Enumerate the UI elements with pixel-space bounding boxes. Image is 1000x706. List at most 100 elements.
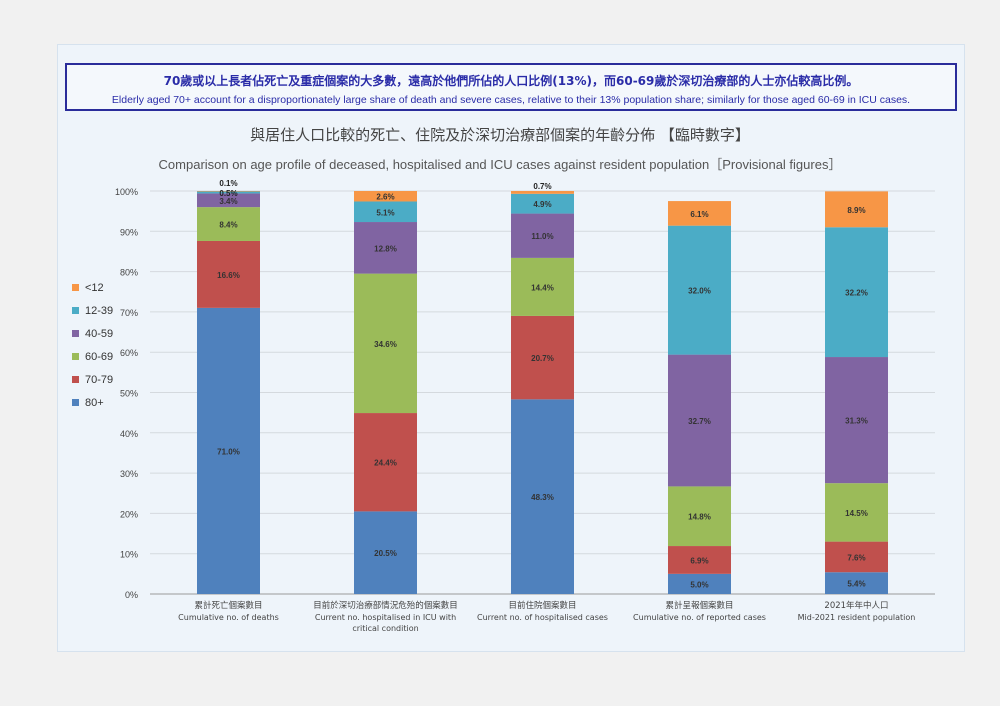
data-label: 16.6% <box>217 271 240 280</box>
y-tick-label: 60% <box>120 348 138 358</box>
bar-segment-60-69 <box>197 207 260 241</box>
category-label-en: Cumulative no. of deaths <box>178 613 279 622</box>
bar-segment-70-79 <box>511 315 574 400</box>
legend-label: <12 <box>85 281 104 294</box>
legend-item: 40-59 <box>72 322 113 345</box>
chart-legend: <12 12-39 40-59 60-69 70-79 80+ <box>72 276 113 414</box>
data-label: 12.8% <box>374 244 397 253</box>
bar-segment-12-39 <box>354 201 417 223</box>
y-tick-label: 90% <box>120 227 138 237</box>
data-label: 8.9% <box>847 206 865 215</box>
data-label: 6.9% <box>690 556 708 565</box>
legend-label: 70-79 <box>85 373 114 386</box>
data-label: 2.6% <box>376 193 394 202</box>
data-label: 7.6% <box>847 553 865 562</box>
legend-item: 80+ <box>72 391 113 414</box>
bar-segment-lt12 <box>511 191 574 194</box>
bar-segment-80plus <box>197 307 260 594</box>
category-label-zh: 目前於深切治療部情況危殆的個案數目 <box>313 600 458 611</box>
data-label: 14.5% <box>845 509 868 518</box>
data-label: 0.5% <box>219 189 237 198</box>
y-tick-label: 70% <box>120 308 138 318</box>
y-tick-label: 30% <box>120 469 138 479</box>
key-message-callout: 70歲或以上長者佔死亡及重症個案的大多數，遠高於他們所佔的人口比例(13%)，而… <box>65 63 957 111</box>
category-label-zh: 累計呈報個案數目 <box>665 600 733 611</box>
legend-item: 70-79 <box>72 368 113 391</box>
bar-segment-lt12 <box>825 191 888 228</box>
data-label: 32.2% <box>845 289 868 298</box>
bar-segment-60-69 <box>354 273 417 414</box>
y-tick-label: 100% <box>115 187 138 197</box>
legend-swatch <box>72 376 79 383</box>
y-tick-label: 10% <box>120 550 138 560</box>
legend-label: 12-39 <box>85 304 114 317</box>
y-tick-label: 20% <box>120 509 138 519</box>
bar-segment-60-69 <box>825 483 888 542</box>
legend-label: 60-69 <box>85 350 114 363</box>
data-label: 14.4% <box>531 283 554 292</box>
chart-subtitle: Comparison on age profile of deceased, h… <box>158 157 842 172</box>
bar-segment-70-79 <box>825 541 888 573</box>
data-label: 5.1% <box>376 208 394 217</box>
data-label: 71.0% <box>217 447 240 456</box>
data-label: 8.4% <box>219 221 237 230</box>
bar-segment-40-59 <box>354 222 417 274</box>
legend-item: 60-69 <box>72 345 113 368</box>
legend-swatch <box>72 307 79 314</box>
bar-segment-12-39 <box>668 225 731 355</box>
data-label: 20.5% <box>374 549 397 558</box>
data-label: 32.7% <box>688 417 711 426</box>
data-label: 0.1% <box>219 179 237 188</box>
bar-segment-40-59 <box>825 357 888 484</box>
bar-segment-60-69 <box>511 257 574 316</box>
y-tick-label: 40% <box>120 429 138 439</box>
category-label-zh: 目前住院個案數目 <box>508 600 576 611</box>
data-label: 48.3% <box>531 493 554 502</box>
data-label: 20.7% <box>531 354 554 363</box>
callout-text-en: Elderly aged 70+ account for a dispropor… <box>111 94 911 106</box>
category-label-en: Mid-2021 resident population <box>798 613 916 622</box>
callout-text-zh: 70歲或以上長者佔死亡及重症個案的大多數，遠高於他們所佔的人口比例(13%)，而… <box>163 74 859 88</box>
legend-swatch <box>72 353 79 360</box>
bar-segment-12-39 <box>511 193 574 214</box>
legend-label: 40-59 <box>85 327 114 340</box>
bar-segment-70-79 <box>197 240 260 308</box>
bar-segment-80plus <box>354 511 417 594</box>
data-label: 32.0% <box>688 287 711 296</box>
data-label: 14.8% <box>688 513 711 522</box>
y-tick-label: 0% <box>125 590 138 600</box>
bar-segment-80plus <box>668 573 731 594</box>
bar-segment-40-59 <box>668 354 731 487</box>
legend-swatch <box>72 399 79 406</box>
bar-segment-40-59 <box>511 213 574 258</box>
chart-title: 與居住人口比較的死亡、住院及於深切治療部個案的年齡分佈 【臨時數字】 <box>250 126 750 144</box>
category-label-zh: 2021年年中人口 <box>824 600 888 611</box>
data-label: 11.0% <box>531 232 553 241</box>
bar-segment-lt12 <box>668 201 731 226</box>
legend-item: <12 <box>72 276 113 299</box>
data-label: 34.6% <box>374 340 397 349</box>
data-label: 3.4% <box>219 197 237 206</box>
data-label: 31.3% <box>845 417 868 426</box>
y-tick-label: 80% <box>120 268 138 278</box>
legend-swatch <box>72 284 79 291</box>
legend-swatch <box>72 330 79 337</box>
bar-segment-lt12 <box>197 191 260 192</box>
data-label: 5.4% <box>847 580 865 589</box>
category-label-en: Current no. hospitalised in ICU with <box>315 613 456 622</box>
bar-segment-lt12 <box>354 191 417 202</box>
category-label-en: Cumulative no. of reported cases <box>633 613 766 622</box>
data-label: 5.0% <box>690 580 708 589</box>
bar-segment-70-79 <box>668 546 731 574</box>
data-label: 4.9% <box>533 200 551 209</box>
data-label: 24.4% <box>374 459 397 468</box>
category-label-en: Current no. of hospitalised cases <box>477 613 608 622</box>
data-label: 0.7% <box>533 182 551 191</box>
y-tick-label: 50% <box>120 389 138 399</box>
data-label: 6.1% <box>690 210 708 219</box>
bar-segment-12-39 <box>197 191 260 194</box>
category-label-en: critical condition <box>352 624 418 633</box>
bar-segment-70-79 <box>354 413 417 512</box>
bar-segment-60-69 <box>668 486 731 547</box>
